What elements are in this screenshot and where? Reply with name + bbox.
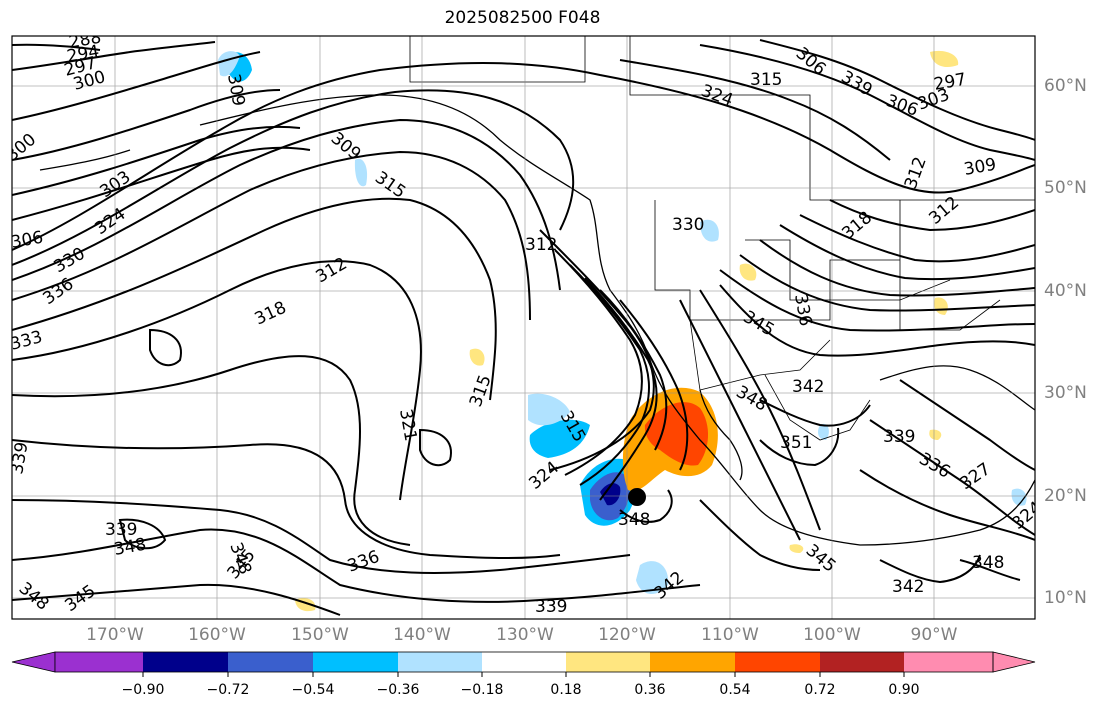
- contour-label: 348: [972, 553, 1004, 573]
- colorbar-tick-label: 0.90: [888, 682, 920, 698]
- lon-label-170w: 170°W: [86, 625, 144, 645]
- contour-label: 342: [892, 577, 924, 597]
- colorbar-tick-label: 0.72: [804, 682, 836, 698]
- contour-label: 342: [792, 377, 824, 397]
- contour-label: 339: [105, 520, 137, 540]
- graticule: [12, 36, 1035, 619]
- lat-label-20n: 20°N: [1044, 486, 1087, 506]
- colorbar-tick-label: −0.54: [291, 682, 335, 698]
- lat-label-60n: 60°N: [1044, 76, 1087, 96]
- lon-label-150w: 150°W: [291, 625, 349, 645]
- contour-label: 339: [535, 597, 567, 617]
- map-background: [12, 36, 1035, 619]
- lon-label-110w: 110°W: [701, 625, 759, 645]
- lat-label-30n: 30°N: [1044, 383, 1087, 403]
- contour-label: 312: [525, 235, 557, 255]
- lon-label-90w: 90°W: [910, 625, 958, 645]
- colorbar-tick-label: −0.36: [376, 682, 420, 698]
- lon-label-160w: 160°W: [188, 625, 246, 645]
- lon-label-120w: 120°W: [598, 625, 656, 645]
- contour-label: 315: [750, 70, 782, 90]
- colorbar: [11, 651, 1036, 677]
- colorbar-tick-label: −0.18: [460, 682, 504, 698]
- contour-label: 339: [7, 440, 32, 475]
- lat-label-40n: 40°N: [1044, 281, 1087, 301]
- map-frame: [11, 35, 1036, 620]
- colorbar-tick-label: −0.72: [206, 682, 250, 698]
- contour-label: 348: [618, 510, 650, 530]
- colorbar-tick-label: 0.18: [550, 682, 582, 698]
- contour-label: 288: [67, 28, 102, 53]
- contour-label: 330: [672, 215, 704, 235]
- colorbar-tick-label: 0.36: [634, 682, 666, 698]
- colorbar-tick-label: −0.90: [121, 682, 165, 698]
- lon-label-130w: 130°W: [496, 625, 554, 645]
- map-title: 2025082500 F048: [444, 8, 601, 28]
- contour-label: 339: [883, 427, 915, 447]
- lon-label-140w: 140°W: [393, 625, 451, 645]
- lon-label-100w: 100°W: [803, 625, 861, 645]
- contour-label: 351: [780, 433, 812, 453]
- storm-center-marker: [628, 488, 646, 506]
- contours: [12, 39, 1035, 616]
- colorbar-tick-label: 0.54: [719, 682, 751, 698]
- lat-label-10n: 10°N: [1044, 588, 1087, 608]
- lat-label-50n: 50°N: [1044, 178, 1087, 198]
- boundaries: [409, 36, 1035, 441]
